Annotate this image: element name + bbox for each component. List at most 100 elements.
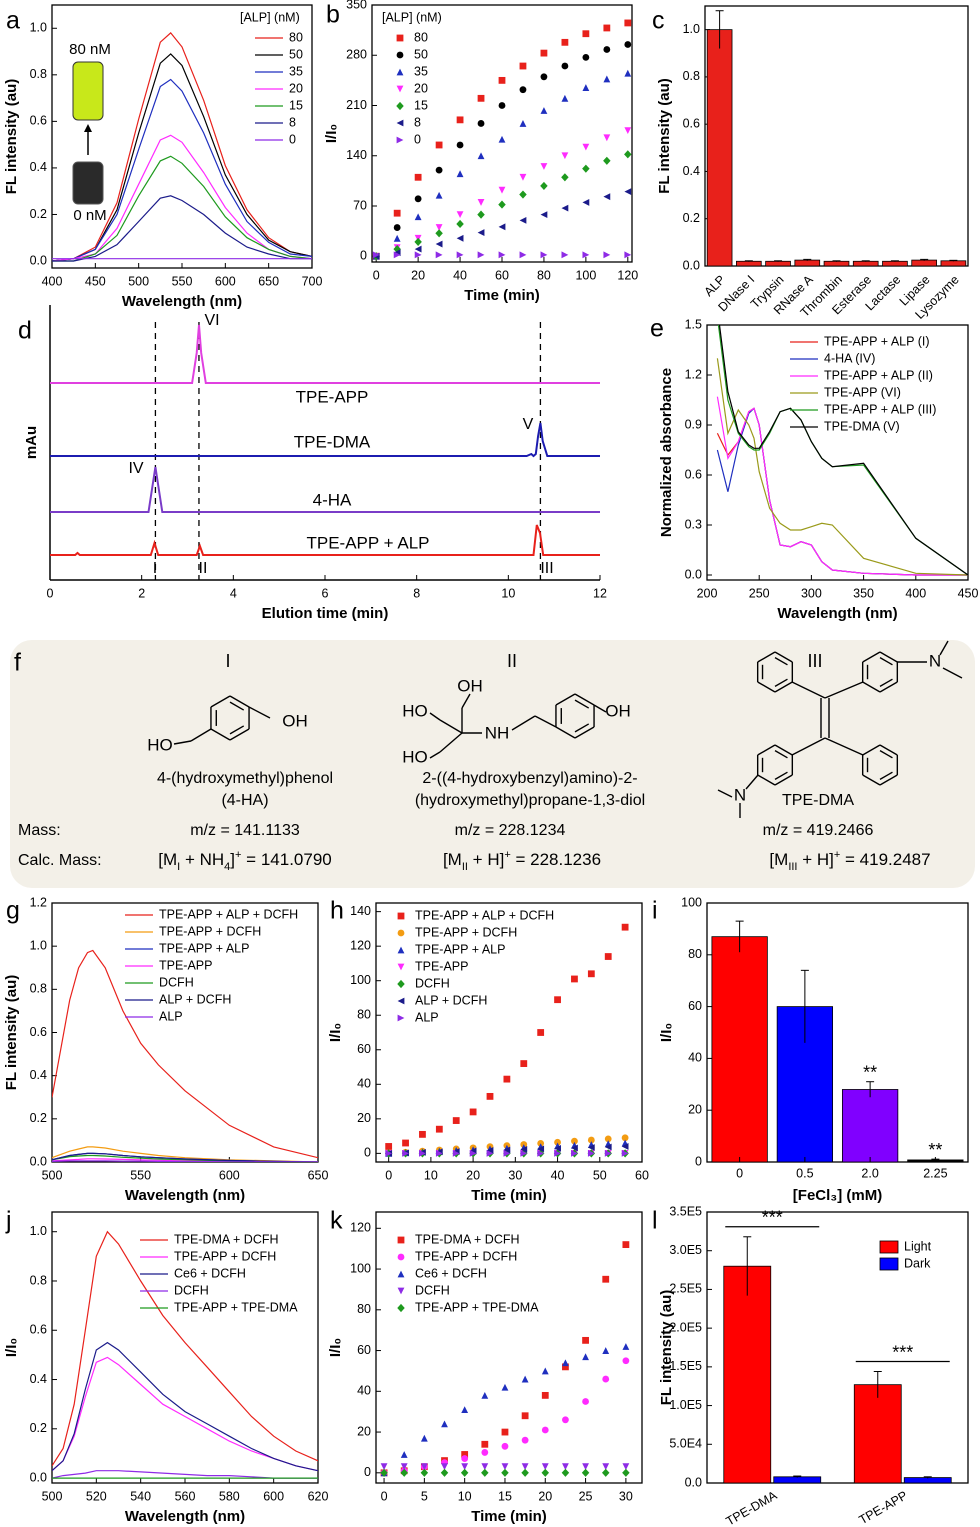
marker [519,173,527,181]
marker [582,84,590,91]
x-tick-label: 500 [42,1489,63,1503]
bond [717,789,733,798]
bond [757,744,776,756]
marker [601,1468,610,1477]
atom-label: OH [605,701,631,720]
bond [774,651,793,663]
marker [400,1451,408,1458]
y-axis-title: FL intensity (au) [3,975,20,1091]
marker [414,195,422,203]
compound-id: III [807,651,822,671]
legend-label: Dark [904,1256,931,1270]
legend-label: TPE-APP [159,958,213,972]
panel: i 0 20 40 60 80 100 [FeCl₃] (mM) I/I₀ 0 0.5 2.0 2.25… [652,895,969,1204]
marker [481,1463,489,1471]
x-tick-label: 400 [905,586,926,600]
x-tick-label: 15 [498,1489,512,1503]
panel-label: b [326,1,340,29]
marker [477,120,485,127]
legend-label: 15 [414,98,428,112]
panel: j 0.0 0.2 0.4 0.6 0.8 1.0 500 520 540 560 580 600 620… [3,1207,329,1525]
bar [711,936,768,1162]
series-line [52,949,318,1159]
marker [461,1455,469,1462]
series-line [52,1152,318,1162]
bond [229,701,245,711]
x-tick-label: 650 [308,1168,329,1182]
trace-label: TPE-APP + ALP [306,533,429,552]
marker [624,127,632,135]
plot-area [711,936,964,1162]
y-tick-label: 1.2 [30,895,47,909]
y-tick-label: 0.0 [30,1154,47,1168]
marker [477,94,485,102]
y-tick-label: 0.0 [683,258,700,272]
plot-area [52,32,312,262]
legend-label: TPE-APP + ALP [159,941,249,955]
y-axis-title: mAu [23,426,40,459]
bar [841,1089,899,1162]
compound-name: 2-((4-hydroxybenzyl)amino)-2- [422,770,637,787]
marker [541,1391,549,1399]
atom-label: HO [402,747,428,766]
legend-label: TPE-APP [415,959,469,973]
marker [587,1136,595,1144]
y-tick-label: 0.0 [30,253,47,267]
marker [582,1336,589,1344]
y-axis-title: I/I₀ [658,1023,675,1042]
significance: *** [892,1342,913,1362]
marker [571,1144,578,1152]
marker [414,173,422,181]
marker [419,1149,426,1157]
calc-part: [M [769,850,788,869]
marker [435,141,443,149]
marker [481,1468,489,1477]
marker [456,170,464,178]
marker [621,1143,629,1150]
peak-label: IV [128,460,143,477]
legend-label: Ce6 + DCFH [174,1266,246,1280]
marker [603,24,611,32]
x-tick-label: 250 [749,586,770,600]
bond [774,744,793,756]
calc-part: [M [158,850,177,869]
series-line [52,1230,318,1467]
mass: m/z = 228.1234 [455,822,566,839]
legend-label: 80 [414,30,428,44]
bar [940,260,967,266]
y-tick-label: 0.6 [30,1323,47,1337]
plot-frame [375,902,643,1163]
x-tick-label: 400 [42,274,63,288]
bond [791,737,826,756]
legend-label: 15 [289,98,303,112]
calc-mass: [MII + H]+ = 228.1236 [443,849,601,873]
legend-label: TPE-APP + ALP + DCFH [415,908,554,922]
series-line [52,1356,318,1472]
x-tick-label: 540 [130,1489,151,1503]
marker [503,1075,511,1083]
x-tick-label: 200 [697,586,718,600]
x-tick-label: 0 [736,1166,743,1180]
x-axis-title: Time (min) [464,287,540,304]
marker [380,1463,388,1471]
legend-label: TPE-APP + ALP [415,942,505,956]
x-tick-label: 0 [381,1489,388,1503]
marker [414,251,422,259]
y-axis-title: I/I₀ [323,124,340,143]
calc-part: + NH [180,850,224,869]
marker [481,1440,489,1448]
y-tick-label: 0.0 [685,1475,702,1489]
marker [622,1468,630,1477]
marker [541,1468,550,1477]
bond [879,681,898,693]
bond [555,726,576,739]
bond [210,695,231,708]
marker [456,141,464,149]
bond [745,774,759,790]
calc-part: II [462,861,468,873]
marker [393,234,401,242]
bond [879,744,898,756]
bond [879,771,893,781]
panel-label: i [652,897,658,925]
